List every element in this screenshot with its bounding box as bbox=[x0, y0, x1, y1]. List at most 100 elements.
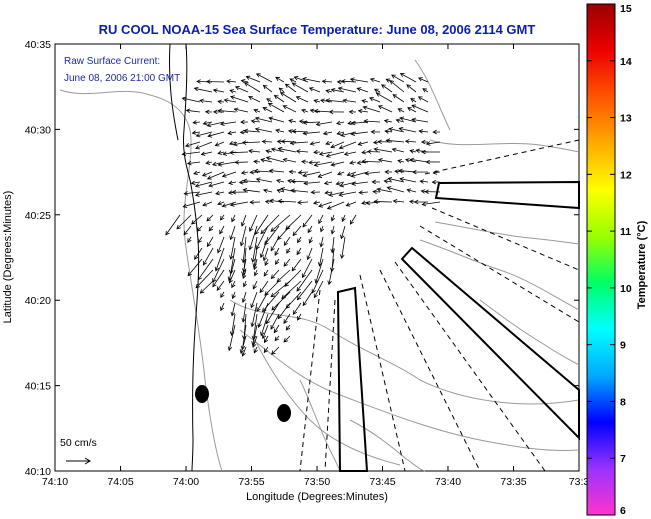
y-tick-label-5: 40:35 bbox=[25, 39, 51, 51]
current-arrow-head bbox=[431, 179, 437, 185]
x-tick-label-7: 73:35 bbox=[500, 476, 526, 488]
current-arrow-head bbox=[187, 271, 192, 277]
current-arrow-296 bbox=[330, 225, 336, 235]
current-arrow-shaft bbox=[193, 121, 201, 124]
current-arrow-40 bbox=[217, 99, 225, 104]
current-arrow-head bbox=[384, 129, 390, 134]
current-arrow-head bbox=[293, 76, 299, 81]
current-arrow-131 bbox=[330, 141, 345, 149]
current-arrow-92 bbox=[350, 120, 369, 126]
current-arrow-shaft bbox=[259, 280, 269, 293]
current-arrow-shaft bbox=[358, 110, 369, 113]
current-arrow-shaft bbox=[326, 99, 345, 103]
current-arrow-shaft bbox=[251, 302, 258, 327]
current-arrow-head bbox=[291, 129, 297, 134]
current-arrow-53 bbox=[369, 96, 381, 103]
current-arrow-132 bbox=[338, 141, 357, 150]
current-arrow-shaft bbox=[271, 148, 285, 153]
current-arrow-head bbox=[227, 346, 233, 352]
current-arrow-shaft bbox=[228, 181, 237, 184]
sector-radial-7 bbox=[324, 299, 336, 472]
current-arrow-head bbox=[233, 107, 239, 112]
current-arrow-shaft bbox=[200, 280, 214, 294]
current-arrow-285 bbox=[208, 225, 214, 232]
current-arrow-head bbox=[308, 87, 314, 92]
current-arrow-head bbox=[420, 139, 426, 145]
current-arrow-head bbox=[405, 158, 410, 163]
current-arrow-298 bbox=[187, 236, 192, 244]
current-arrow-shaft bbox=[316, 121, 333, 126]
current-arrow-shaft bbox=[230, 225, 236, 240]
current-arrow-213 bbox=[303, 180, 321, 186]
current-arrow-97 bbox=[411, 117, 429, 123]
current-arrow-head bbox=[232, 141, 238, 147]
current-arrow-head bbox=[274, 336, 280, 342]
current-arrow-shaft bbox=[240, 225, 247, 246]
current-arrow-shaft bbox=[318, 171, 333, 178]
current-arrow-head bbox=[432, 129, 437, 135]
current-arrow-head bbox=[208, 183, 214, 188]
current-arrow-shaft bbox=[253, 109, 261, 113]
current-arrow-348 bbox=[296, 269, 313, 292]
current-arrow-shaft bbox=[276, 179, 285, 183]
current-arrow-head bbox=[292, 310, 298, 315]
current-arrow-head bbox=[266, 98, 271, 103]
current-arrow-shaft bbox=[346, 201, 357, 206]
current-arrow-head bbox=[398, 168, 403, 174]
current-arrow-head bbox=[318, 151, 324, 156]
current-arrow-shaft bbox=[202, 201, 213, 206]
current-arrow-shaft bbox=[283, 236, 291, 246]
current-arrow-1 bbox=[205, 79, 225, 84]
current-arrow-head bbox=[328, 109, 334, 115]
current-arrow-228 bbox=[231, 189, 249, 195]
current-arrow-head bbox=[297, 238, 302, 244]
current-arrow-shaft bbox=[241, 80, 249, 83]
current-arrow-283 bbox=[183, 225, 192, 236]
current-arrow-head bbox=[297, 200, 302, 205]
current-arrow-338 bbox=[327, 258, 335, 286]
current-arrow-head bbox=[242, 282, 248, 288]
x-tick-label-2: 74:00 bbox=[173, 476, 199, 488]
current-arrow-head bbox=[242, 274, 247, 280]
current-arrow-head bbox=[375, 92, 381, 97]
current-arrow-head bbox=[206, 175, 212, 180]
current-arrow-head bbox=[183, 230, 188, 236]
current-arrow-head bbox=[295, 149, 301, 154]
current-arrow-323 bbox=[306, 247, 313, 261]
current-arrow-155 bbox=[366, 149, 381, 154]
current-arrow-shaft bbox=[184, 191, 201, 195]
current-arrow-371 bbox=[230, 302, 236, 317]
current-arrow-54 bbox=[375, 92, 393, 103]
current-arrow-head bbox=[227, 130, 233, 136]
current-arrow-head bbox=[260, 229, 265, 235]
current-arrow-shaft bbox=[203, 247, 214, 266]
current-arrow-head bbox=[297, 315, 302, 321]
current-arrow-93 bbox=[363, 118, 381, 124]
current-arrow-head bbox=[181, 96, 187, 102]
current-arrow-head bbox=[385, 78, 391, 83]
current-arrow-head bbox=[283, 319, 288, 324]
current-arrow-head bbox=[338, 145, 344, 150]
current-arrow-head bbox=[288, 129, 293, 134]
current-arrow-head bbox=[330, 144, 336, 149]
current-arrow-head bbox=[207, 133, 213, 138]
current-arrow-385 bbox=[227, 324, 236, 352]
current-arrow-head bbox=[301, 159, 306, 165]
current-arrow-301 bbox=[217, 236, 225, 254]
current-arrow-247 bbox=[217, 201, 225, 206]
current-arrow-head bbox=[301, 273, 306, 279]
current-arrow-257 bbox=[326, 201, 345, 210]
current-arrow-27 bbox=[291, 82, 309, 93]
y-tick-label-1: 40:15 bbox=[25, 381, 51, 393]
current-arrow-137 bbox=[404, 139, 417, 144]
current-arrow-head bbox=[432, 170, 438, 175]
current-arrow-shaft bbox=[397, 108, 405, 113]
current-arrow-shaft bbox=[217, 236, 225, 253]
current-arrow-189 bbox=[268, 168, 285, 174]
current-arrow-head bbox=[186, 160, 192, 166]
current-arrow-head bbox=[253, 168, 259, 174]
current-arrow-331 bbox=[252, 258, 258, 271]
current-arrow-shaft bbox=[365, 171, 381, 175]
current-arrow-head bbox=[404, 139, 410, 144]
current-arrow-shaft bbox=[283, 258, 291, 267]
